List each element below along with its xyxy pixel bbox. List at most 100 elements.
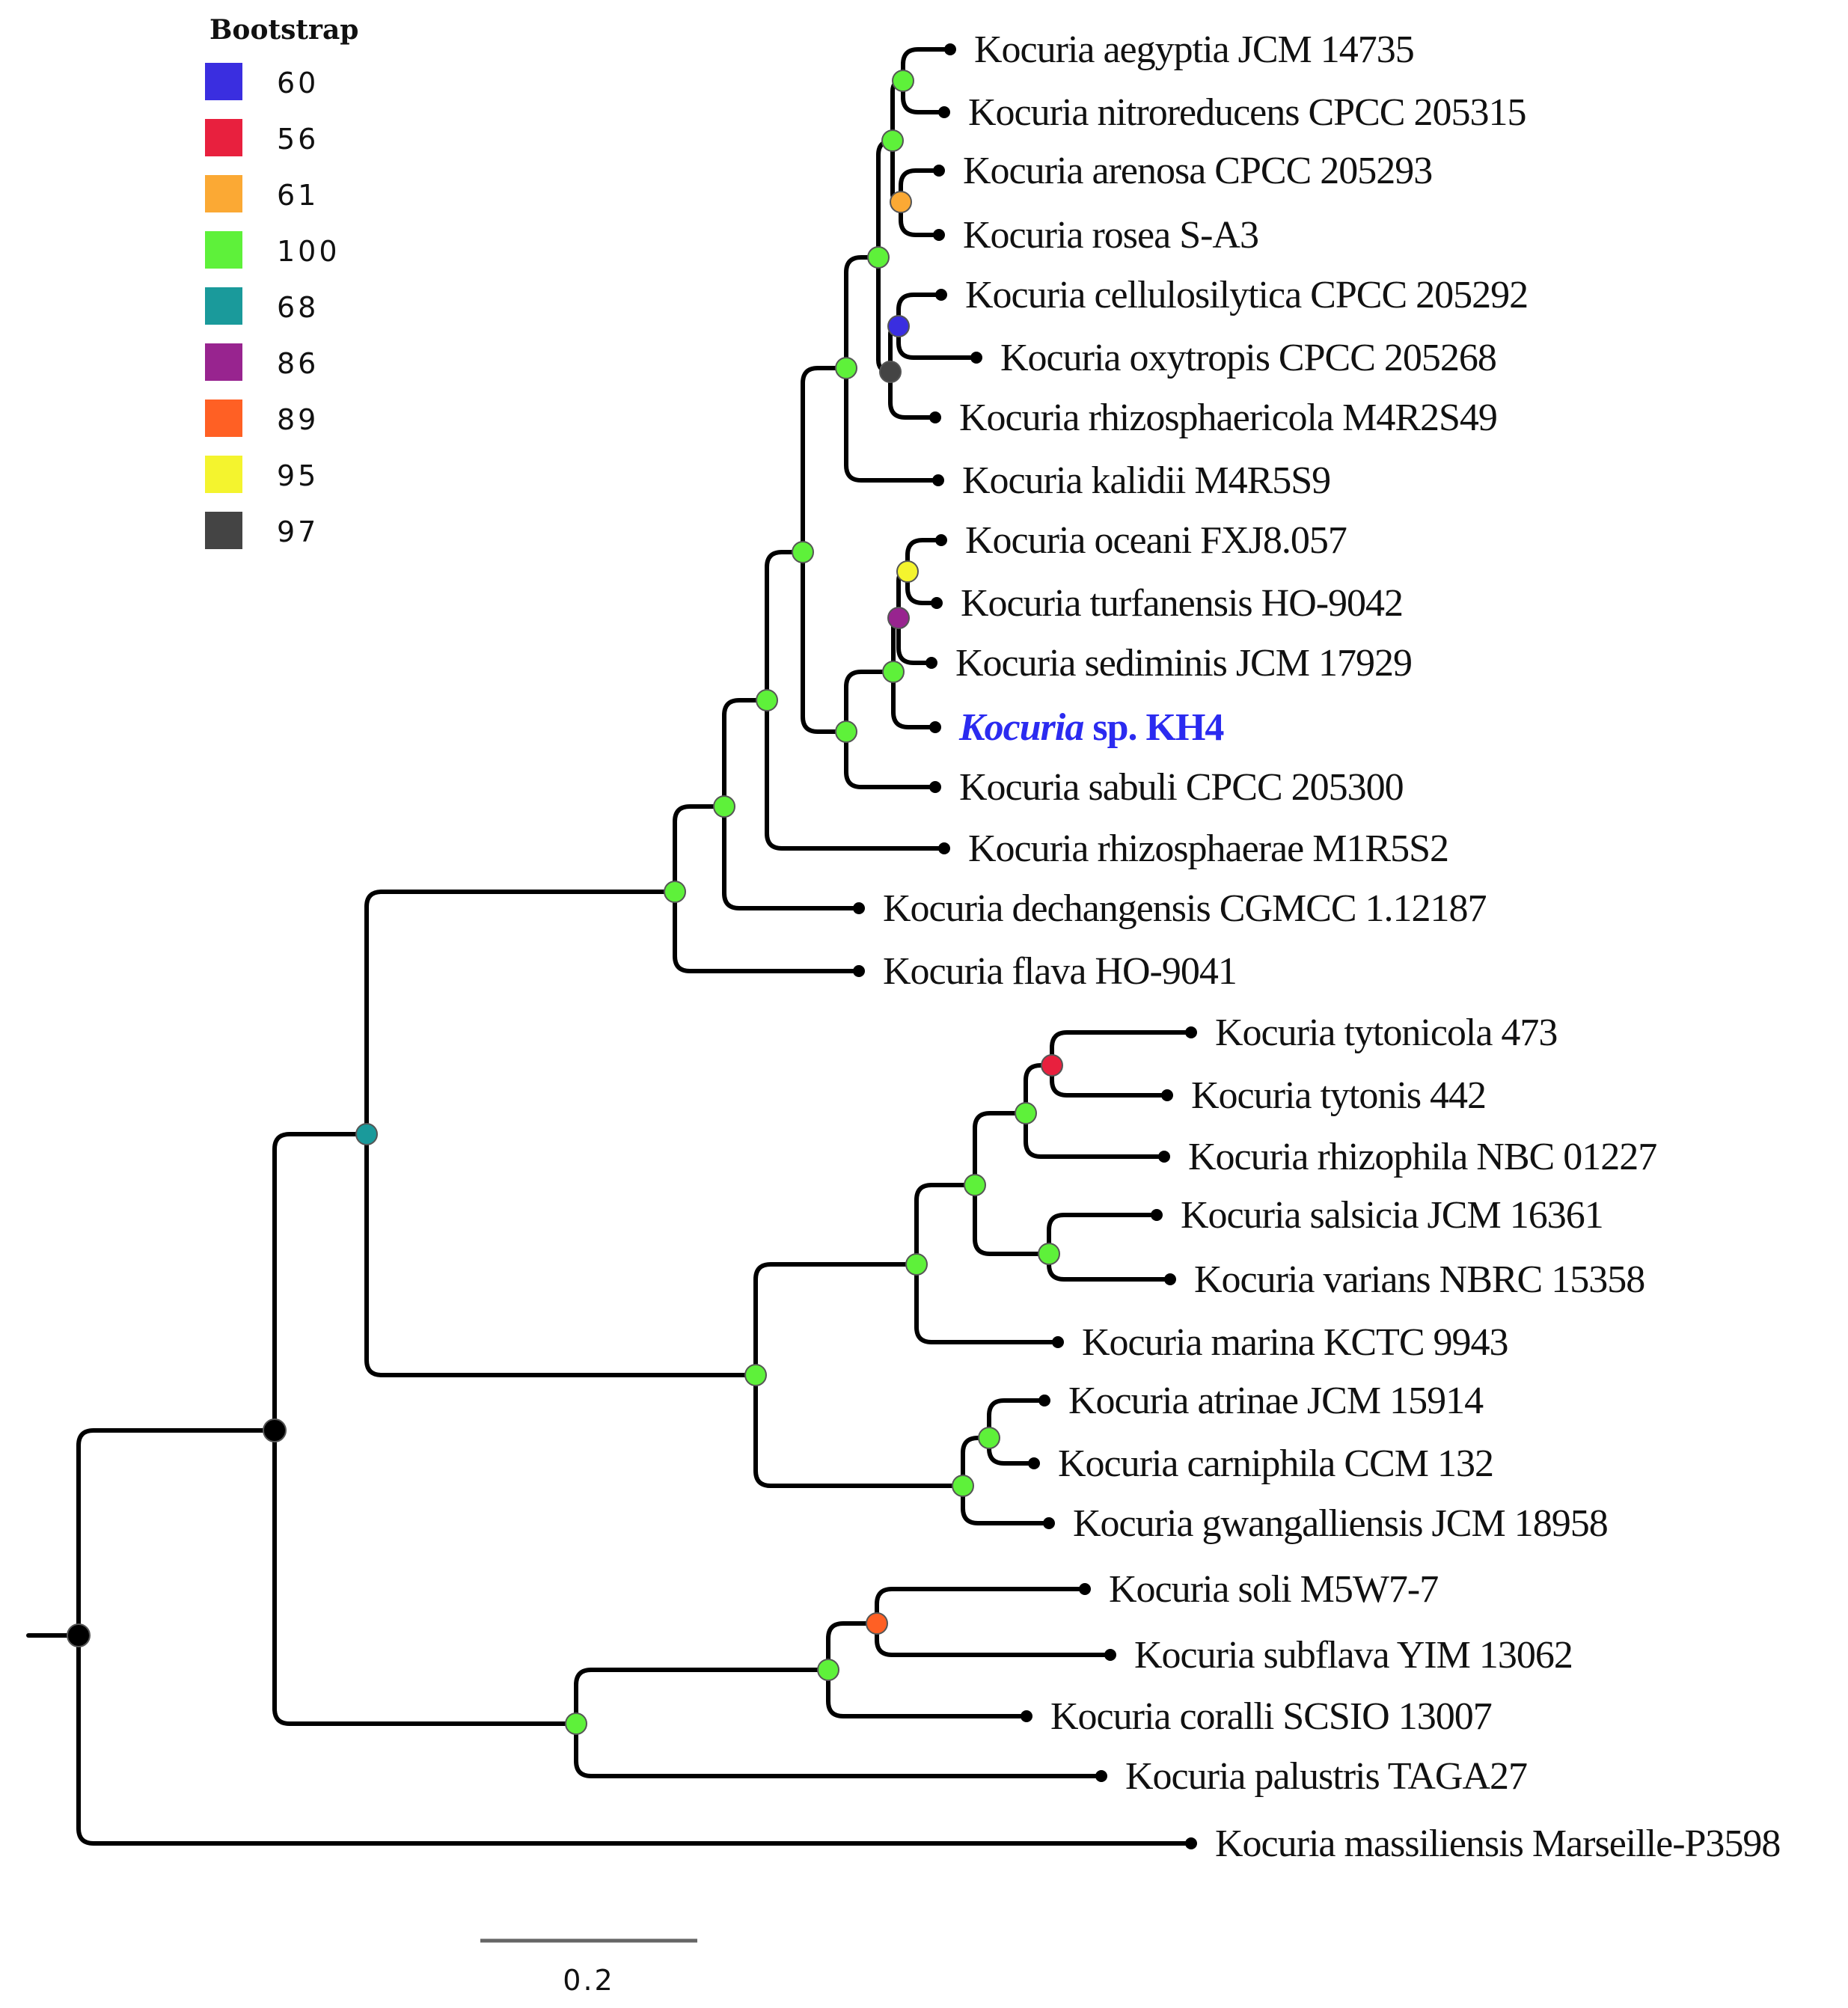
tip-dot-rhizosphaericola — [929, 411, 941, 423]
node-clade-a — [664, 881, 686, 903]
taxon-label-arenosa: Kocuria arenosa CPCC 205293 — [963, 150, 1432, 192]
taxon-label-gwangalliensis: Kocuria gwangalliensis JCM 18958 — [1073, 1502, 1608, 1545]
node-clade-upper — [355, 1123, 378, 1145]
branch-atr-car-to-atrinae — [987, 1398, 1047, 1440]
legend-swatch-97 — [205, 512, 242, 549]
node-kh4-group — [835, 720, 857, 743]
tip-dot-flava — [853, 965, 865, 977]
taxon-label-rosea: Kocuria rosea S-A3 — [963, 214, 1258, 257]
node-tyt-pair — [1041, 1054, 1063, 1077]
branch-kh4-group-to-sed-kh4 — [844, 670, 896, 734]
taxon-label-tytonis: Kocuria tytonis 442 — [1191, 1074, 1486, 1117]
taxon-label-rhizophila: Kocuria rhizophila NBC 01227 — [1188, 1136, 1656, 1178]
taxon-label-soli: Kocuria soli M5W7-7 — [1109, 1568, 1438, 1611]
branch-ingroup-to-clade-upper — [272, 1132, 369, 1433]
taxon-label-sabuli: Kocuria sabuli CPCC 205300 — [959, 766, 1404, 809]
branch-root-to-ingroup — [76, 1428, 277, 1638]
tip-dot-turfanensis — [931, 597, 943, 609]
legend-items: 60 56 61 100 68 86 89 95 97 — [205, 63, 340, 549]
node-sed-kh4 — [882, 661, 905, 683]
branch-sal-var-to-varians — [1047, 1252, 1172, 1282]
taxon-label-kalidii: Kocuria kalidii M4R5S9 — [962, 459, 1330, 502]
taxon-label-sediminis: Kocuria sediminis JCM 17929 — [955, 642, 1412, 685]
node-clade-a2 — [756, 689, 778, 711]
branch-ingroup-to-clade-c — [272, 1428, 578, 1726]
branch-oce-tur-to-oceani — [905, 538, 943, 574]
branch-sol-sub-to-subflava — [875, 1621, 1113, 1657]
node-sal-var — [1038, 1243, 1060, 1265]
legend-label-86: 86 — [277, 347, 319, 380]
node-clade-a5 — [867, 246, 890, 269]
branch-clade-c1-to-sol-sub — [826, 1621, 879, 1672]
node-are-ros — [890, 191, 912, 213]
branch-are-ros-to-arenosa — [899, 168, 941, 204]
branch-aeg-nit-to-nitroreducens — [901, 79, 946, 114]
tip-dot-aegyptia — [944, 43, 956, 55]
branch-sed-kh4-to-kh4 — [891, 670, 937, 729]
taxon-label-rhizosphaerae: Kocuria rhizosphaerae M1R5S2 — [968, 827, 1448, 870]
branch-tyt-pair-to-tytonis — [1050, 1063, 1169, 1098]
taxon-label-dechangensis: Kocuria dechangensis CGMCC 1.12187 — [883, 887, 1487, 930]
tip-dot-rosea — [933, 229, 945, 241]
tip-dot-kalidii — [932, 474, 944, 486]
branch-aeg-nit-to-aegyptia — [901, 47, 952, 83]
node-cel-oxy — [887, 315, 910, 337]
node-clade-a6 — [881, 129, 904, 152]
legend-swatch-89 — [205, 400, 242, 437]
taxon-label-massiliensis: Kocuria massiliensis Marseille-P3598 — [1215, 1822, 1780, 1865]
tip-dot-kh4 — [929, 721, 941, 733]
branch-clade-a2-to-rhizosphaerae — [765, 698, 946, 851]
branch-sol-sub-to-soli — [875, 1587, 1087, 1626]
tip-dot-arenosa — [933, 165, 945, 177]
taxon-label-flava: Kocuria flava HO-9041 — [883, 950, 1237, 993]
branch-are-ros-to-rosea — [899, 200, 941, 237]
legend-swatch-60 — [205, 63, 242, 100]
legend-label-100: 100 — [277, 235, 340, 268]
node-atr-car — [978, 1427, 1000, 1449]
node-clade-b4 — [952, 1475, 974, 1497]
taxon-label-nitroreducens: Kocuria nitroreducens CPCC 205315 — [968, 91, 1526, 134]
taxon-label-kh4: Kocuria sp. KH4 — [958, 706, 1224, 749]
branch-clade-b2-to-clade-b3 — [973, 1111, 1028, 1187]
tip-dot-gwangalliensis — [1043, 1517, 1055, 1529]
branch-clade-b-to-clade-b1 — [753, 1262, 919, 1377]
legend-title: Bootstrap — [209, 14, 358, 46]
tip-dot-soli — [1079, 1583, 1091, 1595]
branch-clade-a-to-clade-a1 — [673, 804, 726, 894]
taxon-strain: sp. KH4 — [1083, 706, 1224, 749]
node-clade-a3 — [792, 541, 814, 563]
node-aeg-nit — [892, 70, 914, 92]
tip-dot-carniphila — [1028, 1457, 1040, 1469]
legend-label-97: 97 — [277, 515, 319, 548]
taxon-labels: Kocuria aegyptia JCM 14735 Kocuria nitror… — [883, 28, 1781, 1865]
branch-clade-b3-to-rhizophila — [1024, 1111, 1166, 1159]
tip-dot-cellulosilytica — [935, 289, 947, 301]
legend-label-56: 56 — [277, 123, 319, 156]
bootstrap-legend: Bootstrap 60 56 61 100 68 86 89 95 97 — [205, 14, 358, 549]
tip-dot-rhizophila — [1158, 1151, 1170, 1163]
branch-clade-b1-to-marina — [914, 1262, 1060, 1344]
branch-clade-a3-to-clade-a4 — [801, 366, 848, 554]
node-ingroup — [263, 1418, 287, 1442]
tip-dot-palustris — [1095, 1770, 1107, 1782]
branch-root-to-massiliensis — [76, 1633, 1193, 1846]
node-clade-c — [565, 1712, 587, 1735]
tip-dot-salsicia — [1151, 1209, 1163, 1221]
taxon-label-oceani: Kocuria oceani FXJ8.057 — [965, 519, 1347, 562]
legend-swatch-100 — [205, 231, 242, 269]
branch-oce-tur-sed-to-sediminis — [896, 616, 934, 665]
node-clade-b1 — [905, 1253, 928, 1276]
branch-sal-var-to-salsicia — [1047, 1213, 1159, 1256]
node-clade-a4 — [835, 357, 857, 379]
taxon-label-palustris: Kocuria palustris TAGA27 — [1125, 1755, 1527, 1798]
taxon-label-aegyptia: Kocuria aegyptia JCM 14735 — [974, 28, 1414, 71]
branch-tyt-pair-to-tytonicola — [1050, 1030, 1193, 1068]
tip-dot-oxytropis — [970, 352, 982, 364]
branch-cel-oxy-rhz-to-rhizosphaericola — [888, 370, 937, 420]
legend-swatch-61 — [205, 175, 242, 212]
branch-oce-tur-to-turfanensis — [905, 569, 939, 605]
tree-branches — [26, 47, 1193, 1846]
tip-dot-coralli — [1021, 1710, 1032, 1722]
legend-swatch-95 — [205, 456, 242, 493]
